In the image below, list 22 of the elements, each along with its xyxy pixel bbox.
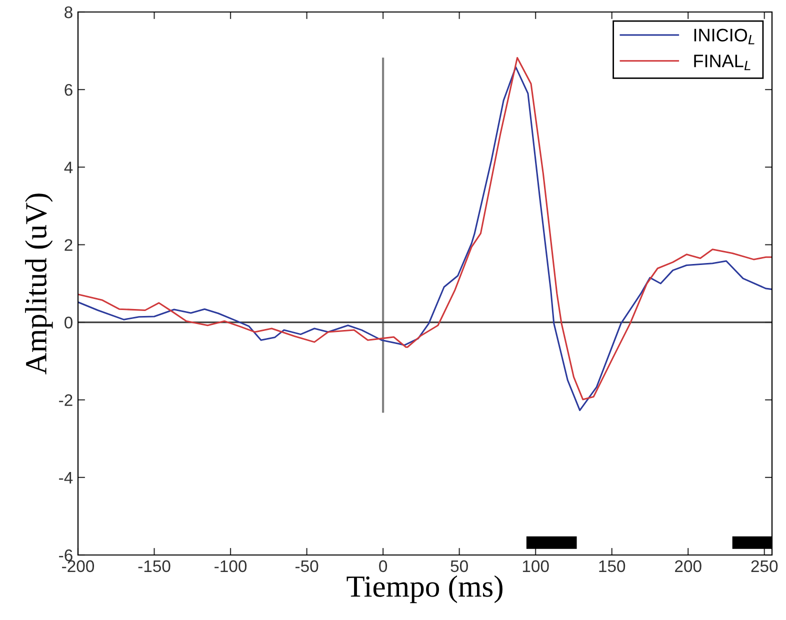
y-tick-label: 4 <box>64 162 73 174</box>
x-tick-label: 0 <box>379 560 388 572</box>
y-tick-label: -2 <box>59 394 72 406</box>
x-tick-label: 50 <box>450 560 468 572</box>
x-tick-label: -150 <box>138 560 170 572</box>
y-tick-label: -6 <box>59 549 72 562</box>
x-tick-label: 150 <box>599 560 626 572</box>
y-tick-label: 0 <box>64 316 72 328</box>
y-tick-label: 6 <box>64 84 72 96</box>
y-axis-title: Amplitud (uV) <box>25 194 53 374</box>
y-tick-label: 8 <box>64 6 72 18</box>
x-tick-label: -50 <box>295 560 318 572</box>
x-tick-label: 200 <box>675 560 702 572</box>
legend-label: INICIO$_{L}$ <box>694 28 754 44</box>
x-tick-label: 250 <box>751 560 778 572</box>
x-tick-label: -200 <box>62 560 94 572</box>
x-tick-label: -100 <box>214 560 247 572</box>
x-axis-title: Tiempo (ms) <box>346 575 502 604</box>
y-tick-label: -4 <box>59 472 73 484</box>
legend-label: FINAL$_{L}$ <box>694 54 750 70</box>
x-tick-label: 100 <box>522 560 549 572</box>
y-tick-label: 2 <box>64 239 72 251</box>
